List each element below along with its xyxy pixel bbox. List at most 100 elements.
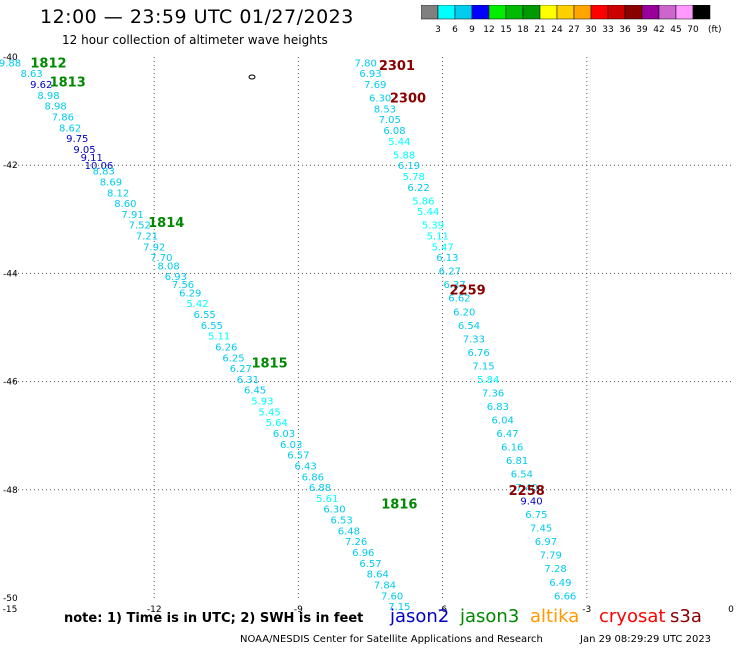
- swh-point: 6.30: [369, 94, 391, 105]
- track-time-label: 1813: [50, 75, 86, 90]
- timestamp-text: Jan 29 08:29:29 UTC 2023: [580, 634, 712, 645]
- y-tick-label: -46: [3, 378, 18, 388]
- swh-point: 7.79: [540, 551, 562, 562]
- swh-point: 6.04: [492, 415, 514, 426]
- colorbar-label: 12: [483, 25, 494, 35]
- satellite-legend-jason3: jason3: [460, 606, 520, 627]
- track-time-label: 1814: [148, 216, 184, 231]
- swh-point: 10.06: [85, 161, 114, 172]
- swh-point: 7.05: [379, 115, 401, 126]
- swh-point: 6.19: [398, 161, 420, 172]
- y-tick-label: -42: [3, 161, 18, 171]
- swh-point: 6.08: [383, 126, 405, 137]
- swh-point: 7.52: [129, 221, 151, 232]
- swh-point: 6.96: [352, 548, 374, 559]
- swh-point: 8.62: [59, 123, 81, 134]
- y-tick-label: -50: [3, 594, 18, 604]
- swh-point: 6.93: [359, 69, 381, 80]
- colorbar-label: 45: [670, 25, 681, 35]
- swh-point: 5.39: [422, 221, 444, 232]
- swh-point: 9.11: [81, 153, 103, 164]
- swh-point: 6.83: [487, 402, 509, 413]
- swh-point: 7.60: [381, 591, 403, 602]
- swh-point: 5.44: [417, 207, 439, 218]
- swh-point: 6.57: [359, 559, 381, 570]
- swh-point: 8.08: [157, 261, 179, 272]
- swh-point: 7.40: [516, 483, 538, 494]
- swh-point: 8.83: [93, 167, 115, 178]
- swh-point: 8.12: [107, 188, 129, 199]
- y-tick-label: -40: [3, 53, 18, 63]
- swh-point: 6.88: [309, 483, 331, 494]
- track-time-label: 2301: [379, 59, 415, 74]
- swh-point: 8.98: [45, 102, 67, 113]
- swh-point: 6.66: [554, 591, 576, 602]
- colorbar-label: 42: [653, 25, 664, 35]
- swh-point: 5.45: [258, 407, 280, 418]
- swh-point: 6.54: [511, 470, 533, 481]
- swh-point: 5.11: [208, 332, 230, 343]
- swh-point: 9.40: [520, 497, 542, 508]
- satellite-legend-jason2: jason2: [390, 606, 450, 627]
- swh-point: 6.49: [549, 578, 571, 589]
- swh-point: 6.03: [280, 440, 302, 451]
- swh-point: 9.62: [30, 80, 52, 91]
- swh-point: 7.92: [143, 242, 165, 253]
- swh-point: 5.11: [427, 232, 449, 243]
- y-tick-label: -48: [3, 486, 18, 496]
- swh-point: 5.78: [403, 172, 425, 183]
- swh-point: 8.64: [367, 570, 389, 581]
- swh-point: 7.15: [472, 361, 494, 372]
- colorbar-label: 30: [585, 25, 597, 35]
- swh-point: 9.05: [73, 145, 95, 156]
- swh-point: 6.48: [338, 526, 360, 537]
- swh-point: 9.88: [0, 58, 21, 69]
- satellite-legend-s3a: s3a: [670, 606, 702, 627]
- track-time-label: 1816: [381, 497, 417, 512]
- swh-point: 6.47: [496, 429, 518, 440]
- swh-point: 6.55: [201, 321, 223, 332]
- units-note: note: 1) Time is in UTC; 2) SWH is in fe…: [64, 611, 364, 626]
- colorbar-label: 70: [687, 25, 699, 35]
- swh-point: 6.27: [439, 267, 461, 278]
- swh-point: 8.98: [37, 91, 59, 102]
- swh-point: 7.26: [345, 537, 367, 548]
- swh-point: 7.69: [364, 80, 386, 91]
- colorbar-label: 15: [500, 25, 511, 35]
- credit-text: NOAA/NESDIS Center for Satellite Applica…: [240, 634, 543, 645]
- swh-point: 8.53: [374, 104, 396, 115]
- swh-point: 6.37: [443, 280, 465, 291]
- track-time-label: 2300: [390, 92, 426, 107]
- swh-point: 6.29: [179, 288, 201, 299]
- swh-point: 7.91: [121, 210, 143, 221]
- swh-point: 5.61: [316, 494, 338, 505]
- swh-point: 7.36: [482, 388, 504, 399]
- swh-point: 6.45: [244, 386, 266, 397]
- swh-point: 7.45: [530, 524, 552, 535]
- swh-point: 6.16: [501, 443, 523, 454]
- swh-point: 6.54: [458, 321, 480, 332]
- swh-point: 6.20: [453, 307, 475, 318]
- swh-point: 7.15: [388, 602, 410, 613]
- x-tick-label: 0: [728, 605, 734, 615]
- colorbar-unit: (ft): [708, 25, 722, 35]
- swh-point: 6.26: [215, 342, 237, 353]
- swh-point: 6.75: [525, 510, 547, 521]
- swh-point: 6.30: [323, 505, 345, 516]
- colorbar-swatch: [692, 5, 711, 20]
- swh-point: 6.53: [331, 516, 353, 527]
- swh-point: 7.21: [136, 232, 158, 243]
- swh-point: 6.27: [230, 364, 252, 375]
- chart-subtitle: 12 hour collection of altimeter wave hei…: [62, 33, 328, 47]
- land-outline: [248, 74, 256, 80]
- swh-point: 6.62: [448, 294, 470, 305]
- swh-point: 5.86: [412, 196, 434, 207]
- track-time-label: 1812: [30, 56, 66, 71]
- y-tick-label: -44: [3, 269, 18, 279]
- swh-point: 5.64: [266, 418, 288, 429]
- swh-point: 7.84: [374, 580, 396, 591]
- swh-point: 6.55: [194, 310, 216, 321]
- swh-point: 6.03: [273, 429, 295, 440]
- colorbar-label: 36: [619, 25, 631, 35]
